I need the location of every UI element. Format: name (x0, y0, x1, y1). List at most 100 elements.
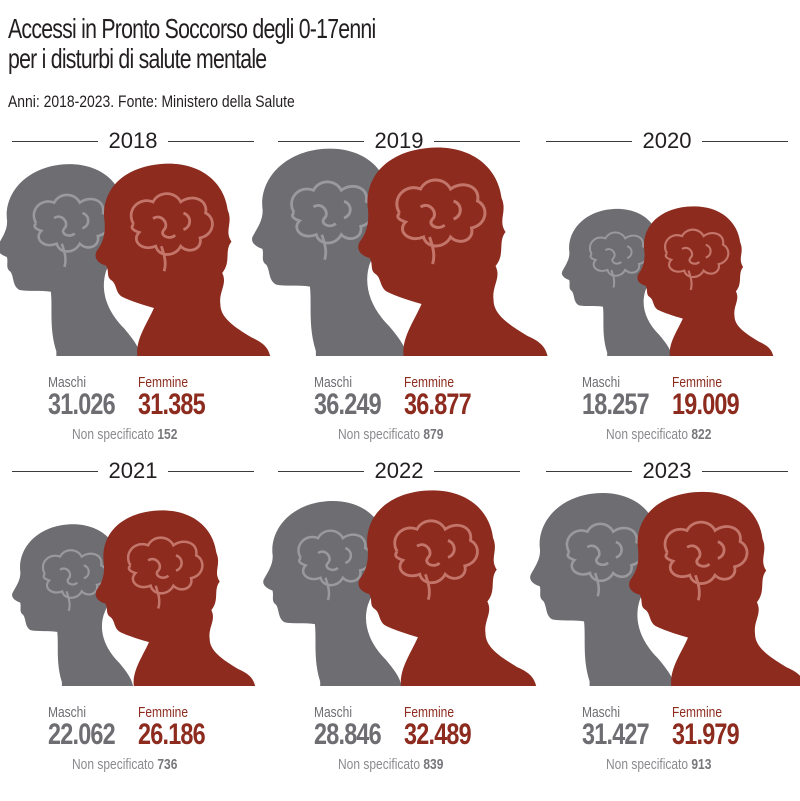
unspecified-label: Non specificato (338, 756, 424, 773)
year-panel-2022: 2022 Maschi Femmine 28.846 32.489 Non specifi… (263, 456, 537, 786)
male-head-silhouette-icon (12, 524, 134, 686)
female-head-silhouette-icon (358, 147, 548, 356)
male-label: Maschi (582, 704, 621, 721)
brain-outline-icon (41, 549, 108, 612)
female-head-silhouette-icon (637, 206, 774, 356)
male-value: 31.427 (582, 718, 650, 751)
unspecified-note: Non specificato 913 (606, 756, 711, 773)
year-header: 2019 (266, 126, 532, 156)
year-divider-left (278, 471, 364, 472)
heads-pictogram (12, 510, 256, 686)
brain-outline-icon (126, 536, 204, 609)
brain-outline-icon (32, 193, 111, 268)
unspecified-label: Non specificato (606, 426, 692, 443)
female-value: 31.385 (138, 388, 206, 421)
female-value: 26.186 (138, 718, 206, 751)
unspecified-label: Non specificato (72, 756, 158, 773)
year-divider-right (702, 471, 788, 472)
brain-outline-icon (565, 522, 645, 597)
year-label: 2023 (642, 458, 692, 483)
female-head-silhouette-icon (358, 490, 537, 686)
brain-outline-icon (393, 519, 479, 601)
year-divider-right (168, 471, 254, 472)
male-label: Maschi (314, 704, 353, 721)
chart-subtitle: Anni: 2018-2023. Fonte: Ministero della … (8, 92, 295, 111)
female-head-silhouette-icon (95, 510, 256, 686)
chart-title: Accessi in Pronto Soccorso degli 0-17enn… (8, 13, 376, 74)
unspecified-value: 736 (157, 756, 178, 773)
year-panel-2021: 2021 Maschi Femmine 22.062 26.186 Non specifi… (0, 456, 266, 786)
year-label: 2022 (374, 458, 424, 483)
male-label: Maschi (582, 374, 621, 391)
year-header: 2022 (266, 456, 532, 486)
unspecified-value: 913 (691, 756, 712, 773)
female-head-silhouette-icon (629, 491, 800, 687)
male-value: 31.026 (48, 388, 116, 421)
year-header: 2018 (0, 126, 266, 156)
brain-outline-icon (290, 180, 375, 261)
male-value: 18.257 (582, 388, 650, 421)
year-divider-left (546, 471, 632, 472)
brain-outline-icon (663, 520, 749, 601)
unspecified-label: Non specificato (338, 426, 424, 443)
male-value: 22.062 (48, 718, 116, 751)
male-value: 28.846 (314, 718, 382, 751)
year-divider-left (12, 471, 98, 472)
unspecified-label: Non specificato (606, 756, 692, 773)
title-line-2: per i disturbi di salute mentale (8, 43, 267, 74)
year-panel-2018: 2018 Maschi Femmine 31.026 31.385 Non specifi… (0, 126, 271, 456)
year-divider-left (278, 141, 364, 142)
unspecified-label: Non specificato (72, 426, 158, 443)
male-value: 36.249 (314, 388, 382, 421)
female-label: Femmine (138, 374, 189, 391)
heads-pictogram (0, 163, 271, 357)
year-header: 2021 (0, 456, 266, 486)
unspecified-value: 152 (157, 426, 178, 443)
unspecified-note: Non specificato 879 (338, 426, 443, 443)
year-header: 2023 (534, 456, 800, 486)
year-label: 2021 (108, 458, 158, 483)
female-value: 31.979 (672, 718, 740, 751)
brain-outline-icon (395, 178, 487, 265)
brain-outline-icon (129, 192, 214, 272)
year-label: 2018 (108, 128, 158, 153)
female-head-silhouette-icon (95, 163, 271, 356)
female-label: Femmine (404, 704, 455, 721)
year-label: 2020 (642, 128, 692, 153)
year-panel-2023: 2023 Maschi Femmine 31.427 31.979 Non specifi… (530, 456, 800, 786)
year-divider-right (702, 141, 788, 142)
unspecified-value: 879 (423, 426, 444, 443)
year-panel-2020: 2020 Maschi Femmine 18.257 19.009 Non specifi… (534, 126, 800, 456)
heads-pictogram (263, 490, 537, 686)
unspecified-note: Non specificato 822 (606, 426, 711, 443)
brain-outline-icon (664, 228, 730, 291)
female-label: Femmine (672, 374, 723, 391)
female-value: 32.489 (404, 718, 472, 751)
brain-outline-icon (588, 231, 649, 288)
year-header: 2020 (534, 126, 800, 156)
year-divider-left (546, 141, 632, 142)
year-panel-2019: 2019 Maschi Femmine 36.249 36.877 Non specifi… (252, 126, 548, 456)
brain-outline-icon (297, 529, 373, 601)
year-divider-left (12, 141, 98, 142)
year-divider-right (434, 141, 520, 142)
unspecified-note: Non specificato 152 (72, 426, 177, 443)
female-value: 36.877 (404, 388, 472, 421)
unspecified-note: Non specificato 736 (72, 756, 177, 773)
year-divider-right (434, 471, 520, 472)
title-line-1: Accessi in Pronto Soccorso degli 0-17enn… (8, 13, 376, 44)
unspecified-note: Non specificato 839 (338, 756, 443, 773)
heads-pictogram (252, 147, 548, 356)
female-label: Femmine (138, 704, 189, 721)
male-label: Maschi (48, 704, 87, 721)
female-label: Femmine (672, 704, 723, 721)
male-label: Maschi (48, 374, 87, 391)
heads-pictogram (561, 206, 774, 356)
year-divider-right (168, 141, 254, 142)
male-head-silhouette-icon (263, 501, 402, 686)
heads-pictogram (530, 491, 800, 687)
female-value: 19.009 (672, 388, 740, 421)
unspecified-value: 839 (423, 756, 444, 773)
unspecified-value: 822 (691, 426, 712, 443)
year-label: 2019 (374, 128, 424, 153)
